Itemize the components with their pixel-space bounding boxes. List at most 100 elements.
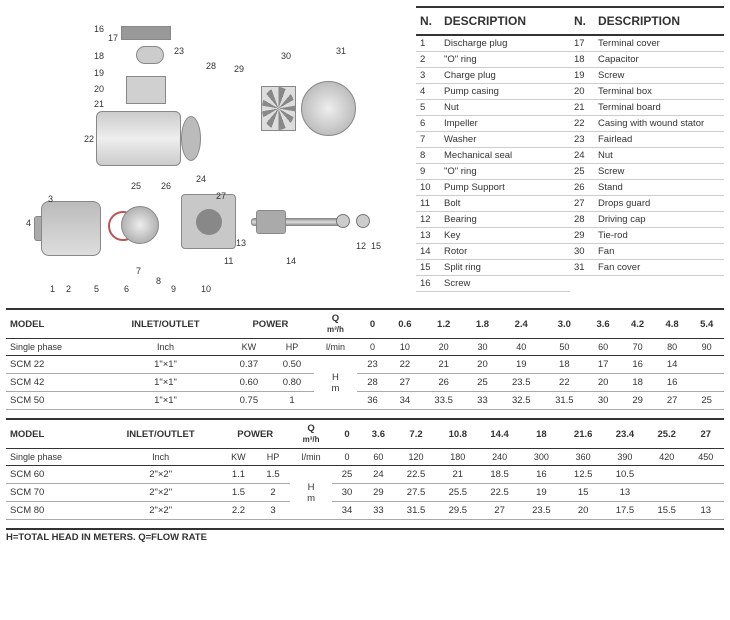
th-qval: 4.8: [655, 309, 690, 339]
td-val: 22.5: [395, 466, 437, 484]
part-num: 7: [416, 132, 440, 147]
td-val: 34: [388, 392, 423, 410]
part-num: 22: [570, 116, 594, 131]
parts-row: 5Nut: [416, 100, 570, 116]
spec-table: MODELINLET/OUTLETPOWERQm³/h00.61.21.82.4…: [6, 308, 724, 410]
parts-description-table: N. DESCRIPTION N. DESCRIPTION 1Discharge…: [416, 6, 724, 296]
td-val: 21: [422, 356, 465, 374]
part-num: 26: [570, 180, 594, 195]
th-lminval: 60: [586, 339, 621, 356]
td-val: 34: [332, 502, 361, 520]
part-desc: "O" ring: [440, 52, 570, 67]
parts-row: 3Charge plug: [416, 68, 570, 84]
part-label-22: 22: [84, 134, 94, 144]
part-desc: Washer: [440, 132, 570, 147]
parts-row: 25Screw: [570, 164, 724, 180]
part-label-12: 12: [356, 241, 366, 251]
part-num: 15: [416, 260, 440, 275]
th-lminval: 240: [479, 449, 521, 466]
part-desc: Screw: [594, 164, 724, 179]
td-val: 27: [388, 374, 423, 392]
exploded-diagram: 1617182319282920303121222425262743131114…: [6, 6, 406, 296]
part-num: 13: [416, 228, 440, 243]
td-val: 16: [655, 374, 690, 392]
spec-table: MODELINLET/OUTLETPOWERQm³/h03.67.210.814…: [6, 418, 724, 520]
td-val: 27: [479, 502, 521, 520]
part-label-20: 20: [94, 84, 104, 94]
th-lmin: l/min: [314, 339, 358, 356]
part-label-14: 14: [286, 256, 296, 266]
th-q: Qm³/h: [290, 419, 333, 449]
part-desc: Split ring: [440, 260, 570, 275]
td-val: 15: [562, 484, 604, 502]
td-val: 26: [422, 374, 465, 392]
th-qval: 23.4: [604, 419, 646, 449]
part-num: 12: [416, 212, 440, 227]
th-inch: Inch: [101, 449, 221, 466]
td-val: 33: [465, 392, 500, 410]
part-num: 27: [570, 196, 594, 211]
part-num: 19: [570, 68, 594, 83]
part-num: 24: [570, 148, 594, 163]
parts-row: 7Washer: [416, 132, 570, 148]
td-val: 28: [357, 374, 387, 392]
parts-row: 13Key: [416, 228, 570, 244]
part-desc: Bearing: [440, 212, 570, 227]
part-desc: Fan cover: [594, 260, 724, 275]
th-qval: 1.2: [422, 309, 465, 339]
part-desc: Driving cap: [594, 212, 724, 227]
part-num: 30: [570, 244, 594, 259]
td-val: 24: [362, 466, 395, 484]
part-label-10: 10: [201, 284, 211, 294]
th-lminval: 50: [543, 339, 586, 356]
td-val: 16: [520, 466, 562, 484]
th-lminval: 60: [362, 449, 395, 466]
th-inlet: INLET/OUTLET: [101, 419, 221, 449]
td-val: 19: [500, 356, 543, 374]
part-desc: Terminal board: [594, 100, 724, 115]
th-lminval: 90: [689, 339, 724, 356]
td-val: 30: [332, 484, 361, 502]
part-label-8: 8: [156, 276, 161, 286]
part-desc: Impeller: [440, 116, 570, 131]
terminal-cover-shape: [121, 26, 171, 40]
td-val: 17.5: [604, 502, 646, 520]
td-val: 25: [465, 374, 500, 392]
part-label-5: 5: [94, 284, 99, 294]
part-desc: "O" ring: [440, 164, 570, 179]
parts-row: 24Nut: [570, 148, 724, 164]
part-num: 21: [570, 100, 594, 115]
td-hp: 3: [256, 502, 290, 520]
parts-row: 23Fairlead: [570, 132, 724, 148]
part-num: 6: [416, 116, 440, 131]
th-qval: 4.2: [620, 309, 655, 339]
part-label-29: 29: [234, 64, 244, 74]
th-lminval: 450: [688, 449, 724, 466]
part-label-15: 15: [371, 241, 381, 251]
part-label-31: 31: [336, 46, 346, 56]
part-desc: Screw: [594, 68, 724, 83]
td-val: 23.5: [500, 374, 543, 392]
th-lminval: 180: [437, 449, 479, 466]
part-desc: Fan: [594, 244, 724, 259]
td-kw: 0.37: [227, 356, 270, 374]
td-kw: 1.1: [221, 466, 257, 484]
td-val: 36: [357, 392, 387, 410]
parts-col-1: 1Discharge plug2"O" ring3Charge plug4Pum…: [416, 36, 570, 292]
td-hp: 2: [256, 484, 290, 502]
fan-cover-shape: [301, 81, 356, 136]
part-label-11: 11: [224, 256, 233, 266]
support-plate-shape: [181, 194, 236, 249]
th-lminval: 420: [646, 449, 688, 466]
parts-row: 14Rotor: [416, 244, 570, 260]
td-val: 10.5: [604, 466, 646, 484]
td-val: 25.5: [437, 484, 479, 502]
part-num: 25: [570, 164, 594, 179]
part-label-28: 28: [206, 61, 216, 71]
spec-row: SCM 421"×1"0.600.802827262523.522201816: [6, 374, 724, 392]
part-num: 29: [570, 228, 594, 243]
parts-row: 17Terminal cover: [570, 36, 724, 52]
part-num: 4: [416, 84, 440, 99]
part-label-23: 23: [174, 46, 184, 56]
th-model: MODEL: [6, 419, 101, 449]
